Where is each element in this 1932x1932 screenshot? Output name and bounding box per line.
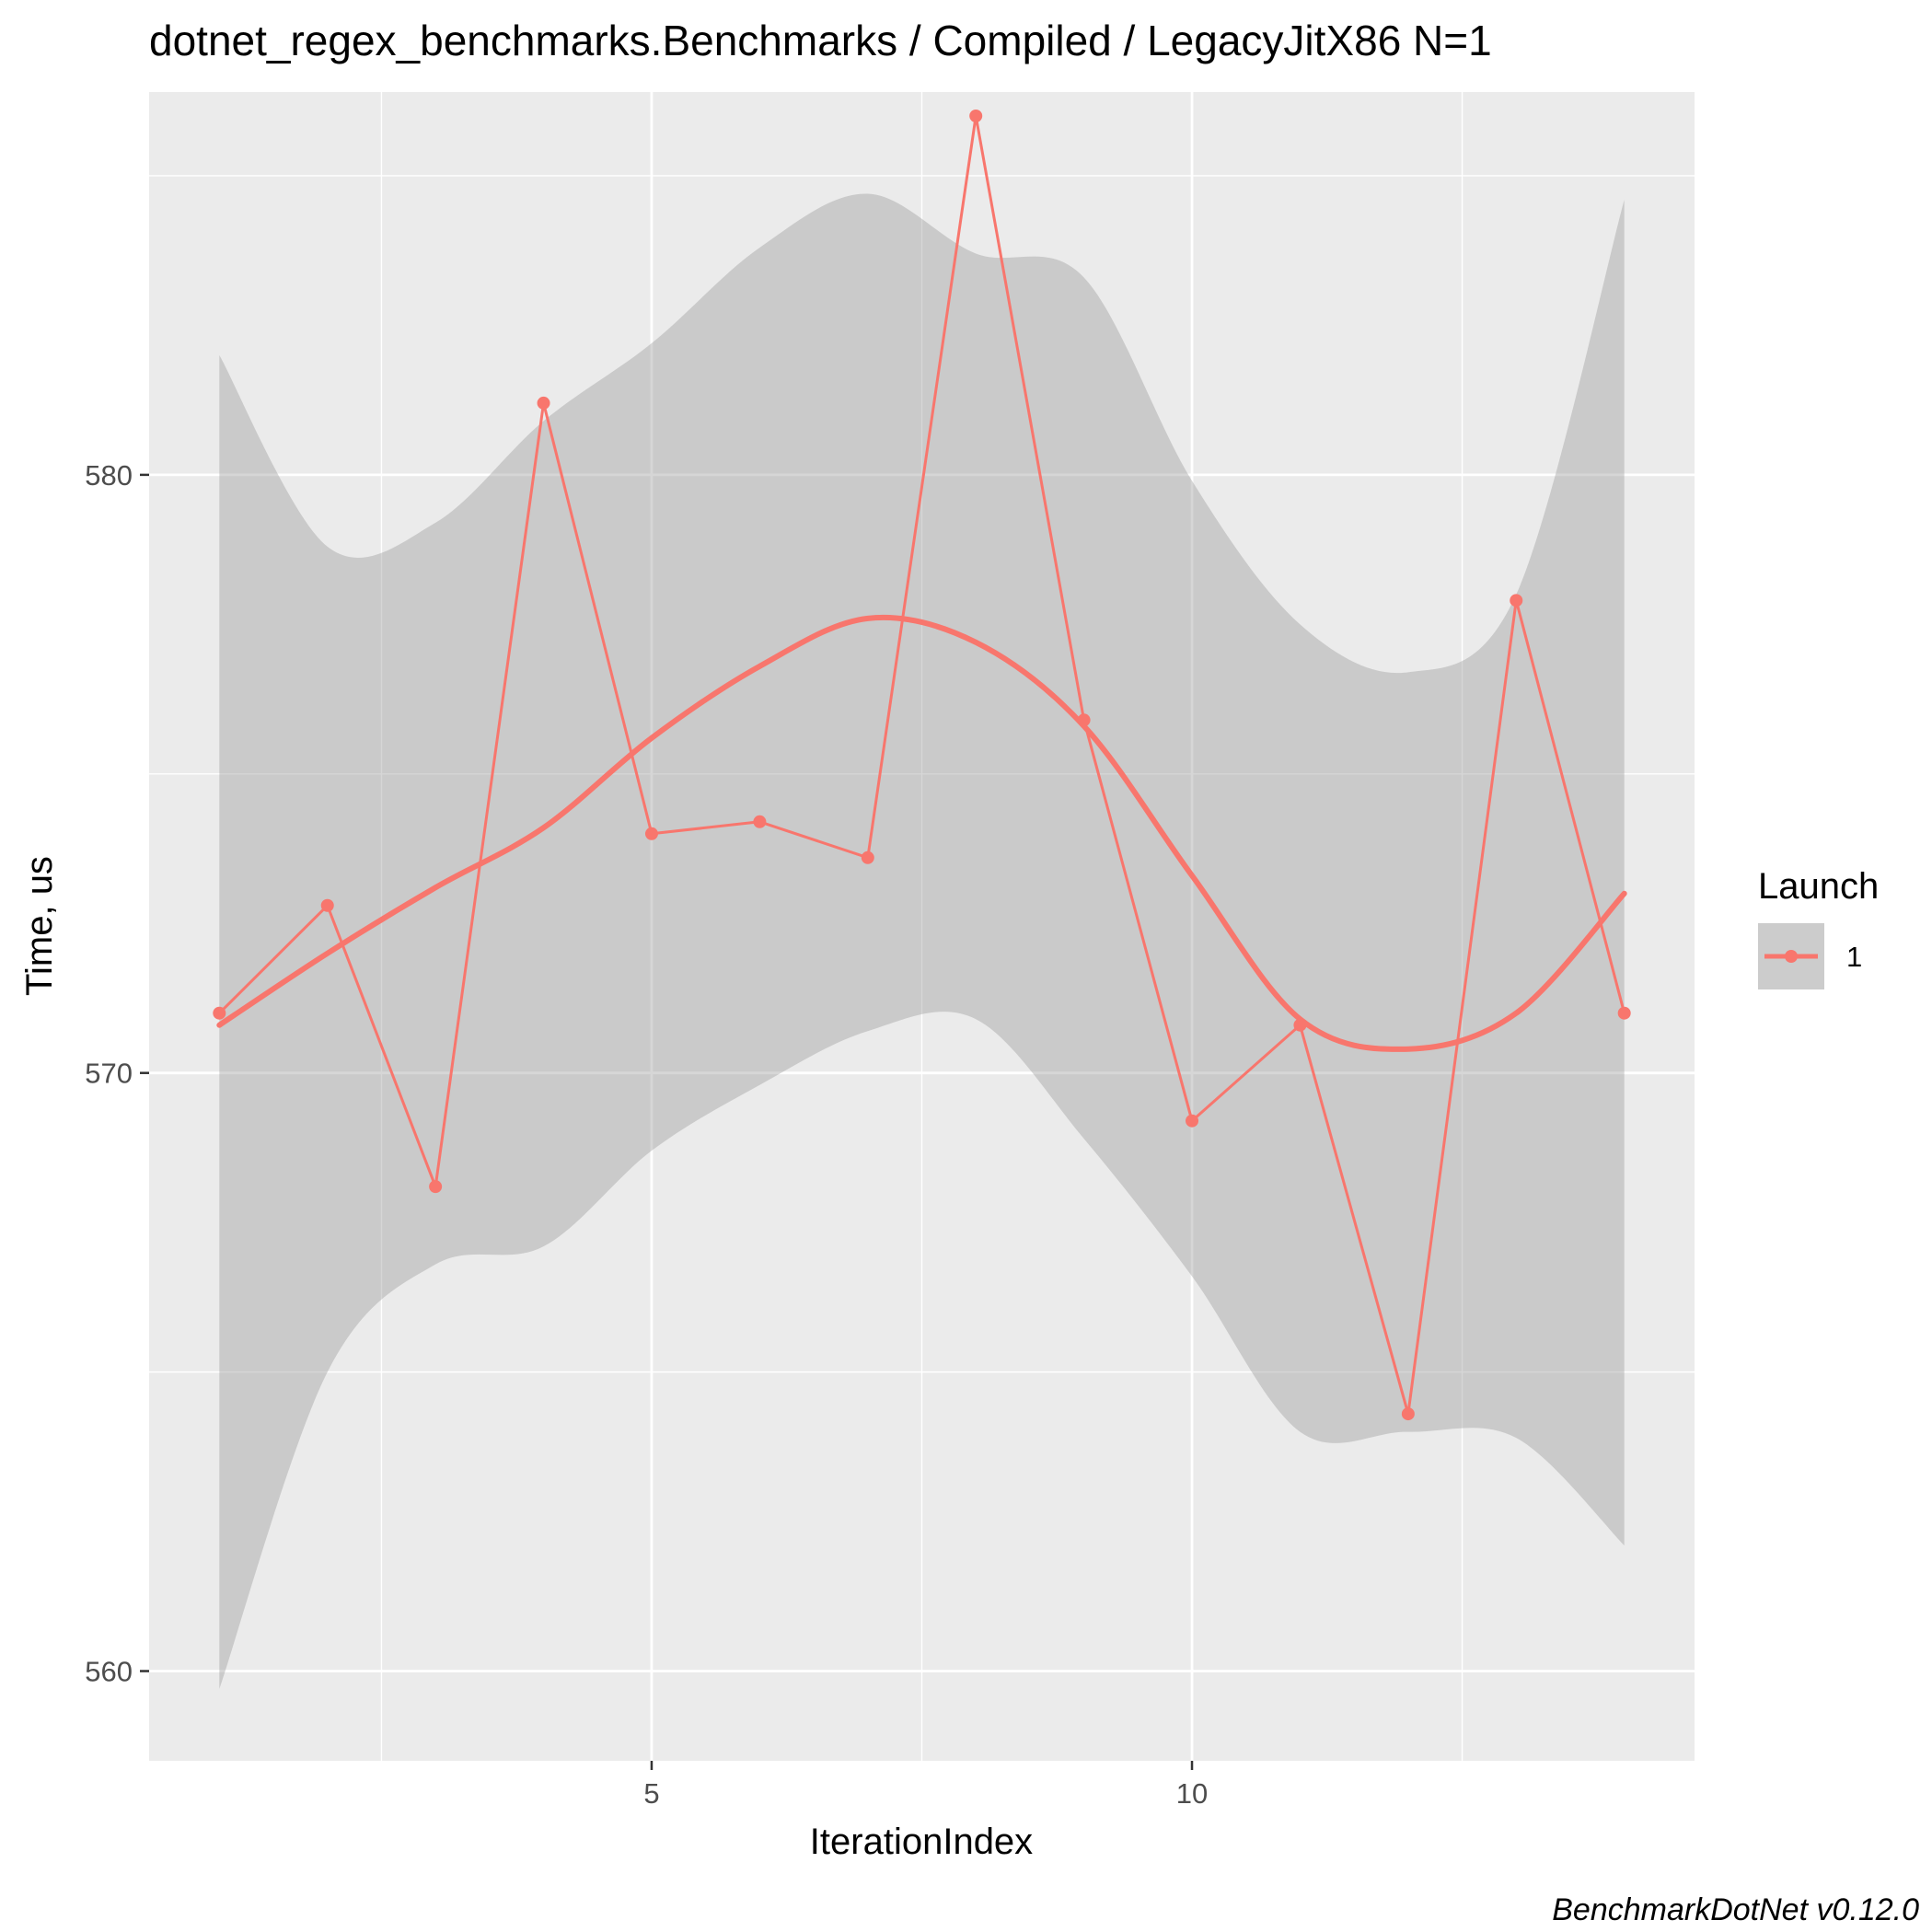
data-point-12 [1401, 1407, 1415, 1421]
x-axis: 5 10 [643, 1761, 1208, 1810]
chart-caption: BenchmarkDotNet v0.12.0 [1552, 1892, 1919, 1927]
grid-minor [149, 92, 1695, 1761]
data-point-11 [1293, 1018, 1307, 1032]
points-layer [213, 109, 1631, 1421]
y-axis-title: Time, us [19, 856, 60, 996]
data-point-7 [861, 850, 874, 864]
data-point-14 [1617, 1006, 1631, 1020]
legend-key-point [1785, 950, 1798, 963]
data-point-6 [753, 815, 767, 828]
legend: Launch 1 [1758, 866, 1879, 989]
legend-label: 1 [1846, 941, 1862, 973]
confidence-band [219, 193, 1625, 1690]
grid-major [149, 92, 1695, 1761]
y-tick-label-1: 570 [85, 1058, 133, 1090]
y-tick-label-0: 560 [85, 1656, 133, 1688]
y-axis: 560 570 580 [85, 459, 149, 1688]
confidence-ribbon [219, 193, 1625, 1690]
series-line-1 [218, 114, 1626, 1416]
data-point-5 [644, 827, 658, 840]
data-point-4 [537, 396, 550, 410]
y-tick-label-2: 580 [85, 459, 133, 492]
data-point-10 [1186, 1114, 1199, 1128]
legend-title: Launch [1758, 866, 1879, 907]
series-layer [218, 114, 1626, 1416]
chart-title: dotnet_regex_benchmarks.Benchmarks / Com… [149, 17, 1492, 64]
data-point-8 [969, 109, 983, 122]
x-axis-title: IterationIndex [810, 1822, 1033, 1862]
data-point-3 [429, 1180, 443, 1194]
data-point-1 [213, 1006, 226, 1020]
smooth-line-1 [216, 614, 1627, 1052]
x-tick-label-1: 10 [1176, 1777, 1208, 1810]
x-tick-label-0: 5 [643, 1777, 659, 1810]
data-point-13 [1510, 594, 1523, 607]
data-point-2 [320, 898, 334, 912]
smooth-layer [216, 614, 1627, 1052]
data-point-9 [1077, 713, 1091, 727]
